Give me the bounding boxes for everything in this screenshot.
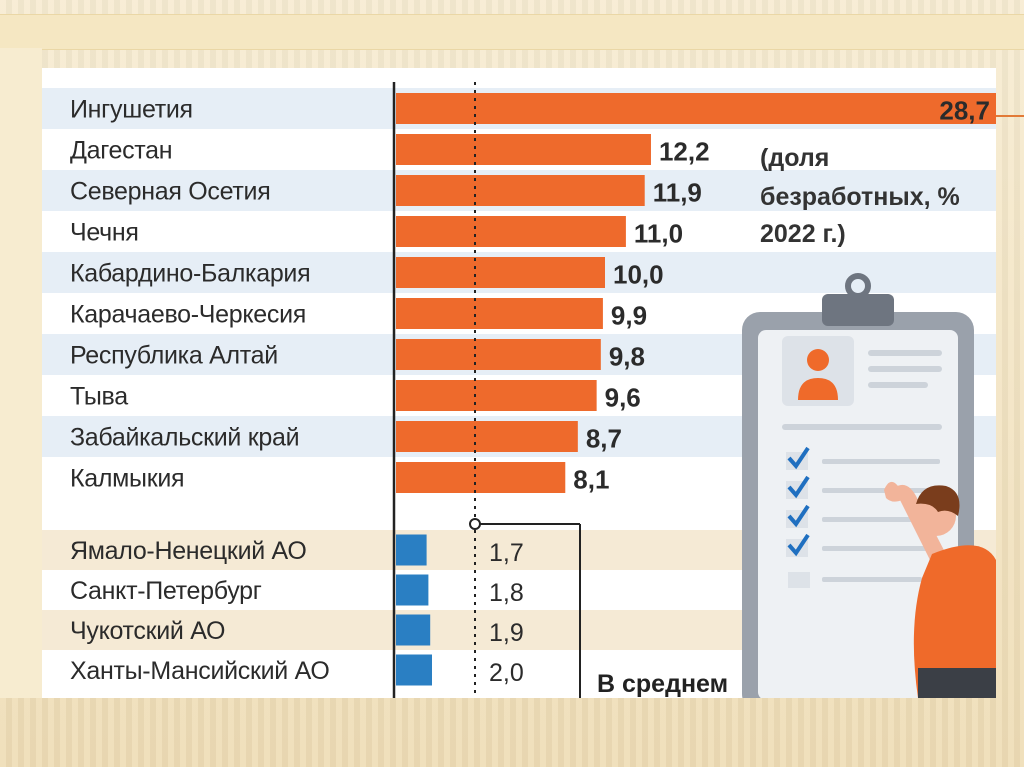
bar xyxy=(396,574,429,606)
category-label: Дагестан xyxy=(70,137,172,165)
value-label: 9,6 xyxy=(605,383,641,413)
bar xyxy=(396,298,603,329)
value-label: 28,7 xyxy=(939,96,990,126)
chart-panel: Ингушетия Дагестан Северная Осетия Чечня Каб… xyxy=(42,68,996,698)
bar xyxy=(396,175,645,206)
bar xyxy=(396,462,566,493)
clipboard-paper xyxy=(758,330,958,698)
check-icon xyxy=(787,504,810,528)
category-label: Северная Осетия xyxy=(70,178,270,206)
category-label: Забайкальский край xyxy=(70,424,299,452)
value-label: 8,7 xyxy=(586,424,622,454)
bar xyxy=(396,257,605,288)
clipboard-illustration xyxy=(742,273,996,698)
category-label: Кабардино-Балкария xyxy=(70,260,310,288)
clipboard-clip-ring xyxy=(845,273,871,299)
chart-note: (доля безработных, % 2022 г.) xyxy=(760,144,960,248)
category-labels: Ингушетия Дагестан Северная Осетия Чечня Каб… xyxy=(70,96,330,686)
category-label: Республика Алтай xyxy=(70,342,278,370)
value-label: 9,9 xyxy=(611,301,647,331)
person-illustration xyxy=(884,481,996,698)
value-label: 1,9 xyxy=(489,619,524,647)
value-label: 11,9 xyxy=(653,178,702,208)
slide-top-stripe xyxy=(0,14,1024,50)
average-label: В среднем xyxy=(597,670,728,698)
category-label: Санкт-Петербург xyxy=(70,577,262,605)
accent-line xyxy=(996,115,1024,117)
average-bracket xyxy=(469,518,581,698)
value-label: 8,1 xyxy=(573,465,609,495)
note-line-3: 2022 г.) xyxy=(760,220,846,248)
value-label: 1,8 xyxy=(489,579,524,607)
bars xyxy=(396,93,996,686)
category-label: Тыва xyxy=(70,383,128,411)
category-label: Ямало-Ненецкий АО xyxy=(70,537,307,565)
bar xyxy=(396,93,996,124)
value-label: 10,0 xyxy=(613,260,664,290)
bar xyxy=(396,380,597,411)
value-label: 12,2 xyxy=(659,137,710,167)
person-avatar-icon xyxy=(798,349,838,400)
note-line-1: (доля xyxy=(760,144,829,172)
category-label: Чечня xyxy=(70,219,139,247)
value-label: 11,0 xyxy=(634,219,683,249)
value-label: 2,0 xyxy=(489,659,524,687)
slide-left-stripe xyxy=(0,48,42,698)
value-label: 1,7 xyxy=(489,539,524,567)
category-label: Карачаево-Черкесия xyxy=(70,301,306,329)
category-label: Ингушетия xyxy=(70,96,193,124)
check-icon xyxy=(787,533,810,557)
value-labels: 28,7 12,2 11,9 11,0 10,0 9,9 9,8 9,6 8,7 8,1 1,7 1,… xyxy=(489,96,990,688)
check-icon xyxy=(787,446,810,470)
category-label: Чукотский АО xyxy=(70,617,225,645)
clipboard-clip xyxy=(822,294,894,326)
bar xyxy=(396,339,601,370)
bar xyxy=(396,216,626,247)
bar xyxy=(396,614,431,646)
value-label: 9,8 xyxy=(609,342,645,372)
category-label: Калмыкия xyxy=(70,465,184,493)
category-label: Ханты-Мансийский АО xyxy=(70,657,330,685)
bar xyxy=(396,421,578,452)
check-icon xyxy=(787,475,810,499)
unemployment-bar-chart: Ингушетия Дагестан Северная Осетия Чечня Каб… xyxy=(42,82,996,698)
note-line-2: безработных, % xyxy=(760,183,960,211)
bar xyxy=(396,654,432,686)
bar xyxy=(396,134,651,165)
bar xyxy=(396,534,427,566)
